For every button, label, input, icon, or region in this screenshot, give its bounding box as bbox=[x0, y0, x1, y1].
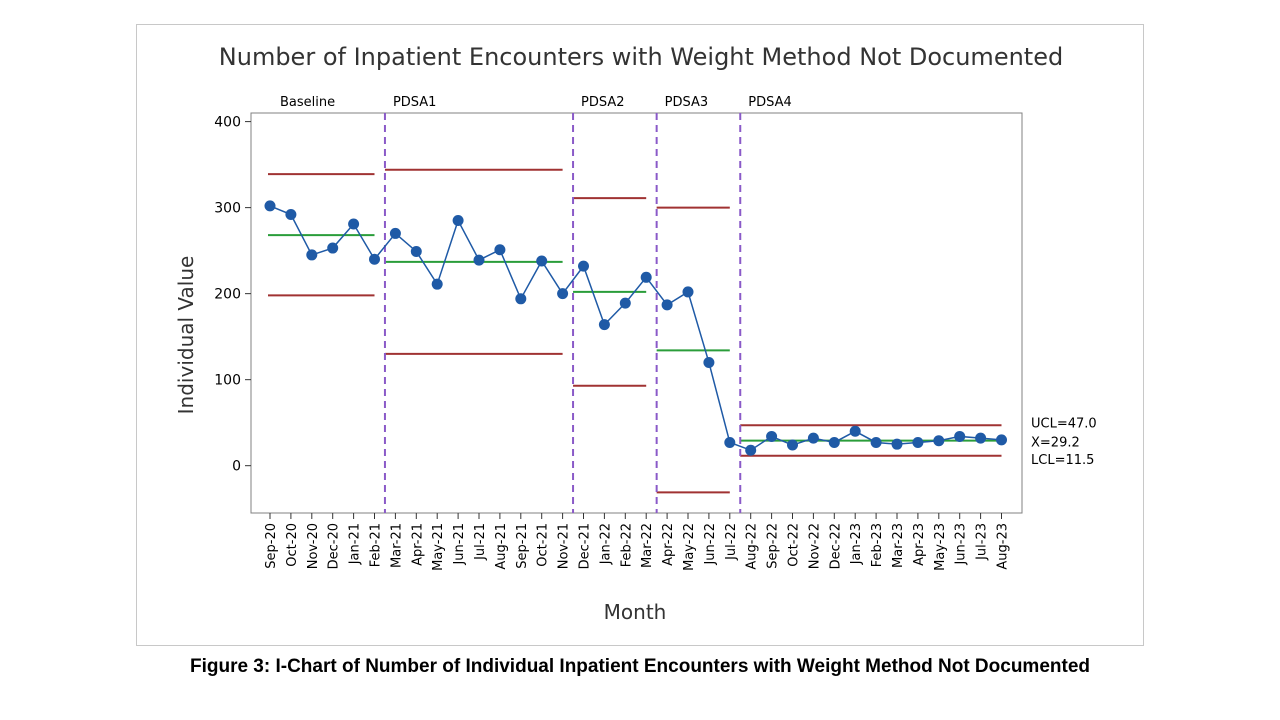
phase-label: PDSA1 bbox=[393, 95, 437, 110]
x-tick-label: Dec-21 bbox=[578, 523, 593, 569]
data-point bbox=[515, 293, 527, 305]
x-tick-label: Jul-23 bbox=[975, 523, 990, 561]
x-tick-label: Jun-22 bbox=[703, 523, 718, 566]
x-tick-label: Nov-21 bbox=[557, 523, 572, 569]
limit-label: LCL=11.5 bbox=[1031, 453, 1094, 468]
x-tick-label: Nov-22 bbox=[807, 523, 822, 569]
data-point bbox=[410, 245, 422, 257]
data-point bbox=[285, 209, 297, 221]
x-tick-label: Dec-20 bbox=[327, 523, 342, 569]
x-tick-label: Jun-21 bbox=[452, 523, 467, 566]
data-point bbox=[306, 249, 318, 261]
data-point bbox=[954, 430, 966, 442]
data-point bbox=[807, 432, 819, 444]
data-point bbox=[494, 244, 506, 256]
data-point bbox=[557, 288, 569, 300]
x-tick-label: Mar-21 bbox=[389, 523, 404, 568]
data-point bbox=[975, 432, 987, 444]
x-tick-label: Aug-22 bbox=[745, 523, 760, 570]
figure-caption: Figure 3: I-Chart of Number of Individua… bbox=[189, 656, 1091, 677]
x-tick-label: Sep-22 bbox=[766, 523, 781, 569]
data-point bbox=[661, 299, 673, 311]
data-point bbox=[369, 253, 380, 265]
y-tick-label: 100 bbox=[214, 373, 241, 389]
x-tick-label: Aug-21 bbox=[494, 523, 509, 570]
y-tick-label: 0 bbox=[232, 459, 241, 475]
x-tick-label: Feb-21 bbox=[369, 523, 384, 567]
x-tick-label: Jan-22 bbox=[598, 523, 613, 565]
data-point bbox=[431, 278, 443, 290]
x-tick-label: Apr-22 bbox=[661, 523, 676, 566]
x-tick-label: Nov-20 bbox=[306, 523, 321, 569]
data-point bbox=[996, 434, 1007, 446]
data-point bbox=[578, 260, 589, 272]
data-point bbox=[891, 438, 903, 450]
data-point bbox=[828, 436, 840, 448]
y-tick-label: 400 bbox=[214, 115, 241, 131]
data-point bbox=[682, 286, 694, 298]
data-point bbox=[389, 227, 401, 239]
data-point bbox=[452, 215, 464, 227]
data-point bbox=[264, 200, 276, 212]
y-tick-label: 300 bbox=[214, 201, 241, 217]
x-tick-label: Feb-22 bbox=[619, 523, 634, 567]
data-point bbox=[933, 435, 945, 447]
x-axis-title: Month bbox=[604, 600, 667, 624]
x-tick-label: Aug-23 bbox=[996, 523, 1011, 570]
x-tick-label: Sep-21 bbox=[515, 523, 530, 569]
plot-area: 0 100 200 300 400 Sep-20 Oct-20 Nov-20 Dec-20 Jan… bbox=[214, 95, 1096, 571]
chart-frame: Number of Inpatient Encounters with Weig… bbox=[136, 24, 1144, 646]
data-point bbox=[640, 271, 652, 283]
x-tick-label: Oct-22 bbox=[787, 523, 802, 567]
data-point bbox=[745, 444, 757, 456]
x-tick-label: May-23 bbox=[933, 523, 948, 571]
phase-label: PDSA2 bbox=[581, 95, 625, 110]
x-tick-label: Feb-23 bbox=[870, 523, 885, 567]
limit-label: UCL=47.0 bbox=[1031, 416, 1097, 431]
plot-border bbox=[250, 112, 1023, 514]
x-tick-label: Jun-23 bbox=[954, 523, 969, 566]
x-tick-label: Apr-23 bbox=[912, 523, 927, 566]
x-tick-label: May-22 bbox=[682, 523, 697, 571]
data-point bbox=[348, 218, 360, 230]
chart-svg: Number of Inpatient Encounters with Weig… bbox=[174, 43, 1097, 624]
limit-label: X=29.2 bbox=[1031, 436, 1080, 451]
data-point bbox=[598, 319, 610, 331]
data-point bbox=[912, 436, 924, 448]
data-point bbox=[724, 436, 736, 448]
y-axis-title: Individual Value bbox=[174, 256, 198, 415]
x-tick-label: Jan-21 bbox=[348, 523, 363, 565]
x-tick-label: Mar-23 bbox=[891, 523, 906, 568]
data-point bbox=[849, 425, 861, 437]
x-tick-label: Apr-21 bbox=[410, 523, 425, 566]
phase-label: PDSA4 bbox=[748, 95, 792, 110]
x-tick-label: Dec-22 bbox=[828, 523, 843, 569]
x-tick-label: May-21 bbox=[431, 523, 446, 571]
x-tick-label: Sep-20 bbox=[264, 523, 279, 569]
x-tick-label: Jul-22 bbox=[724, 523, 739, 561]
chart-title: Number of Inpatient Encounters with Weig… bbox=[219, 43, 1063, 71]
phase-label: Baseline bbox=[280, 95, 335, 110]
data-point bbox=[766, 430, 778, 442]
x-tick-label: Jul-21 bbox=[473, 523, 488, 561]
x-tick-label: Mar-22 bbox=[640, 523, 655, 568]
x-tick-label: Jan-23 bbox=[849, 523, 864, 565]
data-point bbox=[536, 255, 548, 267]
data-point bbox=[787, 439, 798, 451]
data-point bbox=[327, 242, 339, 254]
data-point bbox=[473, 254, 485, 266]
data-point bbox=[619, 297, 631, 309]
x-tick-label: Oct-21 bbox=[536, 523, 551, 567]
data-point bbox=[703, 356, 715, 368]
data-series-line bbox=[269, 205, 1002, 452]
x-tick-label: Oct-20 bbox=[285, 523, 300, 567]
y-tick-label: 200 bbox=[214, 287, 241, 303]
phase-label: PDSA3 bbox=[665, 95, 709, 110]
data-point bbox=[870, 436, 882, 448]
